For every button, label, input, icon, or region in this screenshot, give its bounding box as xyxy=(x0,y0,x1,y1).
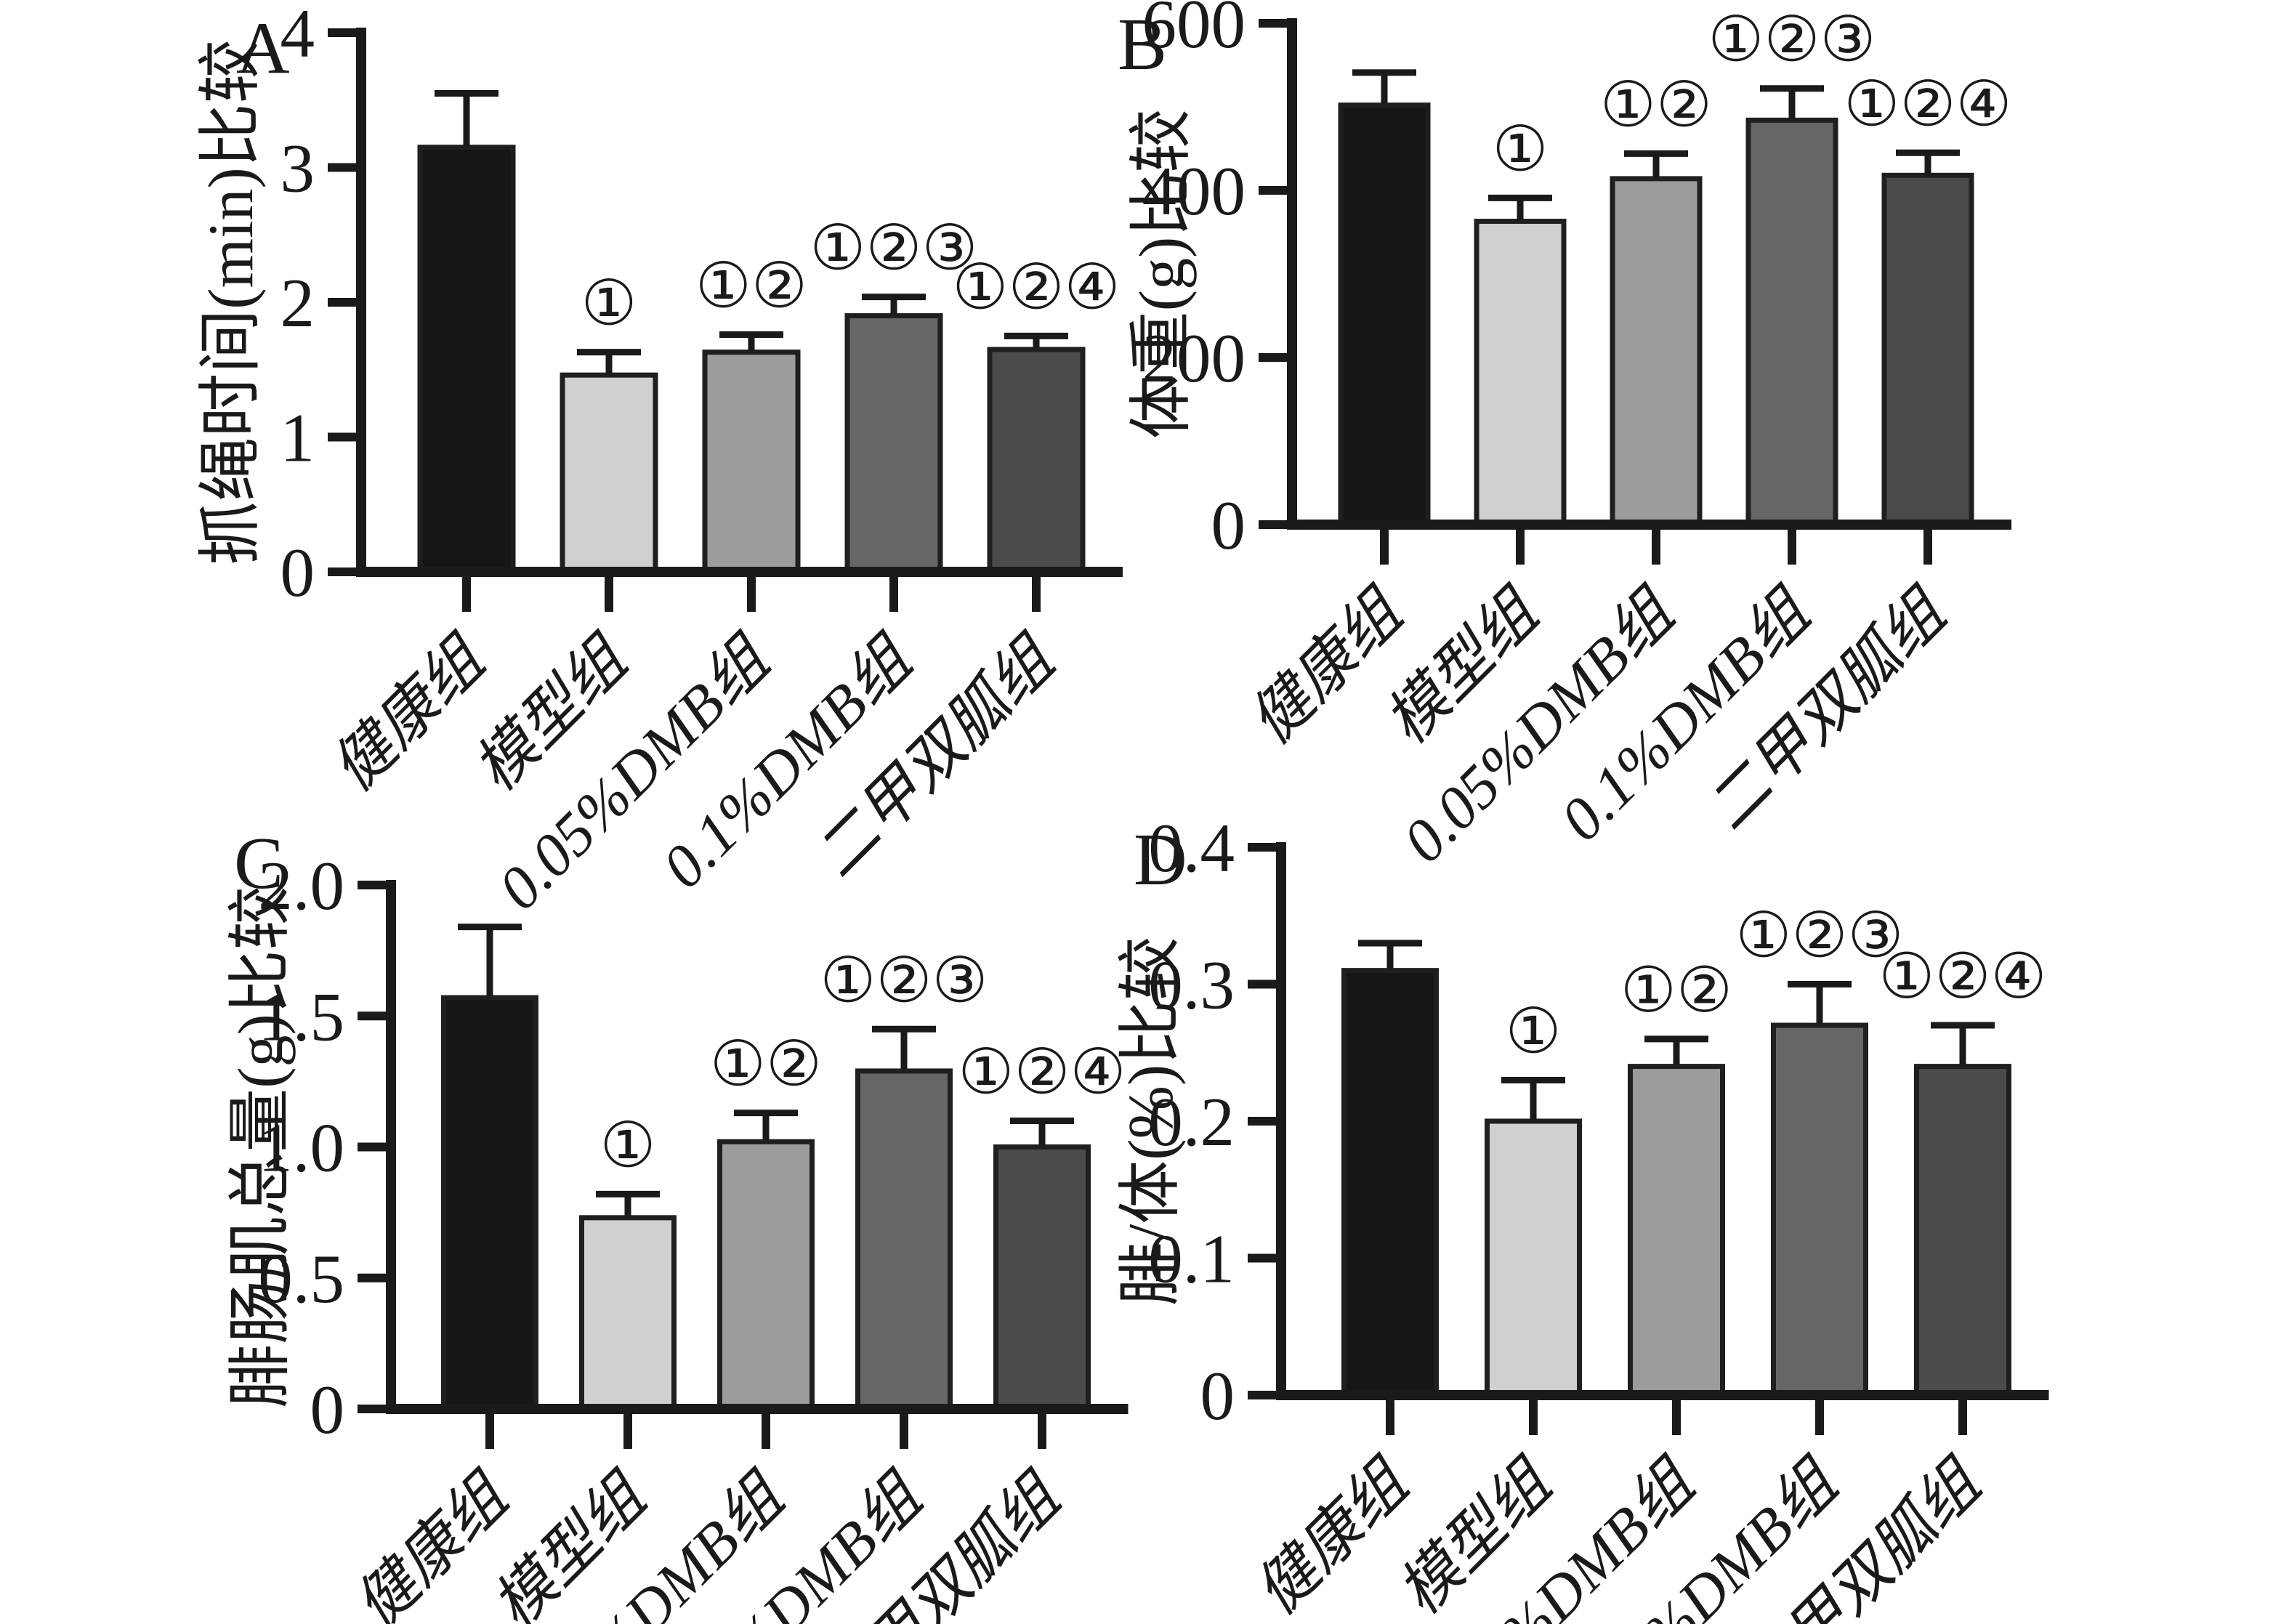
x-category-label: 健康组 xyxy=(1243,1447,1423,1624)
x-category-label: 健康组 xyxy=(1237,576,1417,756)
y-tick-label: 400 xyxy=(1142,153,1246,230)
bar xyxy=(1771,1022,1868,1398)
y-tick-label: 0.3 xyxy=(1148,947,1235,1024)
y-tick-label: 3 xyxy=(280,130,315,207)
significance-annotation: ①②④ xyxy=(1878,940,2046,1013)
significance-annotation: ①②④ xyxy=(952,251,1120,323)
bar xyxy=(702,350,801,575)
bar xyxy=(441,995,538,1412)
y-tick-label: 0.1 xyxy=(1148,1221,1235,1298)
y-tick-label: 0.5 xyxy=(258,1240,344,1317)
panel-letter: D xyxy=(1134,819,1187,901)
x-category-label: 健康组 xyxy=(319,623,499,804)
significance-annotation: ① xyxy=(600,1109,655,1181)
significance-annotation: ①②③ xyxy=(1735,900,1903,972)
significance-annotation: ① xyxy=(581,267,637,340)
y-tick-label: 0.2 xyxy=(1148,1083,1235,1160)
y-axis-title: 腓/体(%)比较 xyxy=(1116,937,1187,1306)
y-tick-label: 0.4 xyxy=(1148,809,1235,886)
bar xyxy=(1474,219,1567,528)
y-tick-label: 2 xyxy=(280,264,315,342)
panel-a: 健康组①模型组①②0.05%DMB组①②③0.1%DMB组①②④二甲双胍组012… xyxy=(196,0,1123,923)
y-axis-title: 体重(g)比较 xyxy=(1127,109,1198,440)
y-tick-label: 200 xyxy=(1142,320,1246,397)
significance-annotation: ①② xyxy=(695,250,807,323)
bar xyxy=(1610,176,1703,528)
significance-annotation: ①②④ xyxy=(958,1035,1126,1108)
bar xyxy=(417,145,516,575)
y-axis-title: 腓肠肌总量(g)比较 xyxy=(226,886,296,1408)
bar xyxy=(1338,102,1431,528)
y-tick-label: 1.5 xyxy=(258,978,344,1055)
bar xyxy=(987,347,1086,575)
significance-annotation: ①② xyxy=(710,1028,822,1101)
bar xyxy=(855,1068,953,1412)
y-axis-title: 抓绳时间(min)比较 xyxy=(196,39,267,565)
significance-annotation: ①②④ xyxy=(1844,68,2011,140)
significance-annotation: ①②③ xyxy=(820,944,988,1017)
y-tick-label: 0 xyxy=(1200,1357,1235,1434)
y-tick-label: 0 xyxy=(280,534,315,611)
significance-annotation: ① xyxy=(1492,113,1548,185)
bar xyxy=(993,1144,1091,1412)
y-tick-label: 2.0 xyxy=(258,847,344,924)
bar xyxy=(1628,1064,1725,1398)
y-tick-label: 1.0 xyxy=(258,1110,344,1187)
panel-b: 健康组①模型组①②0.05%DMB组①②③0.1%DMB组①②④二甲双胍组020… xyxy=(1118,0,2012,876)
y-tick-label: 4 xyxy=(280,0,315,72)
bar xyxy=(1881,172,1974,528)
y-tick-label: 600 xyxy=(1142,0,1246,62)
panel-letter: B xyxy=(1118,4,1167,86)
panel-letter: A xyxy=(236,7,290,89)
bar xyxy=(1341,968,1439,1398)
y-tick-label: 0 xyxy=(310,1371,345,1448)
panel-c: 健康组①模型组①②0.05%DMB组①②③0.1%DMB组①②④二甲双胍组00.… xyxy=(226,823,1129,1624)
bar xyxy=(579,1215,677,1412)
bar xyxy=(1485,1118,1582,1398)
significance-annotation: ① xyxy=(1505,995,1561,1067)
significance-annotation: ①②③ xyxy=(810,212,977,285)
bar xyxy=(1745,117,1838,528)
significance-annotation: ①②③ xyxy=(1708,4,1876,76)
bar xyxy=(717,1139,815,1412)
panel-d: 健康组①模型组①②0.05%DMB组①②③0.1%DMB组①②④二甲双胍组00.… xyxy=(1116,809,2049,1624)
bar xyxy=(560,372,658,575)
significance-annotation: ①② xyxy=(1600,68,1712,141)
significance-annotation: ①② xyxy=(1620,954,1732,1027)
panel-letter: C xyxy=(234,823,283,905)
bar xyxy=(1914,1064,2011,1398)
bar xyxy=(844,313,943,575)
y-tick-label: 0 xyxy=(1211,487,1246,564)
y-tick-label: 1 xyxy=(280,400,315,477)
